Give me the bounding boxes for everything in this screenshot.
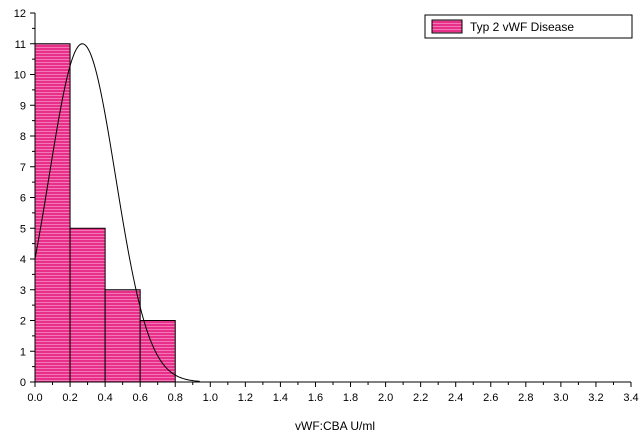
y-tick-label: 12 — [14, 8, 26, 20]
legend-box — [424, 14, 633, 39]
y-tick-label: 8 — [20, 131, 26, 143]
x-tick-label: 3.4 — [623, 392, 638, 404]
histogram-bar-3 — [139, 320, 176, 383]
y-tick-label: 3 — [20, 285, 26, 297]
x-tick-label: 1.0 — [203, 392, 218, 404]
x-tick-label: 2.0 — [378, 392, 393, 404]
x-tick-label: 0.8 — [168, 392, 183, 404]
histogram-bar-1 — [69, 227, 106, 383]
legend: Typ 2 vWF Disease — [424, 14, 633, 39]
x-tick-label: 2.4 — [448, 392, 463, 404]
x-tick-label: 2.2 — [413, 392, 428, 404]
y-tick-label: 7 — [20, 162, 26, 174]
y-tick-label: 4 — [20, 254, 26, 266]
x-tick-label: 0.2 — [62, 392, 77, 404]
histogram-bar-2 — [104, 289, 141, 383]
y-tick-label: 9 — [20, 100, 26, 112]
x-tick-label: 2.6 — [483, 392, 498, 404]
x-tick-label: 1.6 — [308, 392, 323, 404]
y-tick-label: 2 — [20, 316, 26, 328]
x-tick-label: 2.8 — [518, 392, 533, 404]
bars-layer — [34, 43, 176, 383]
legend-label: Typ 2 vWF Disease — [470, 20, 574, 34]
histogram-bar-0 — [34, 43, 71, 383]
x-tick-label: 3.2 — [588, 392, 603, 404]
x-tick-label: 0.4 — [97, 392, 112, 404]
y-tick-label: 5 — [20, 223, 26, 235]
x-tick-label: 1.4 — [273, 392, 288, 404]
y-tick-label: 1 — [20, 346, 26, 358]
x-tick-label: 0.0 — [27, 392, 42, 404]
x-axis-title: vWF:CBA U/ml — [295, 419, 375, 433]
normal-fit-curve — [34, 43, 200, 382]
y-tick-label: 10 — [14, 70, 26, 82]
y-tick-label: 0 — [20, 377, 26, 389]
x-tick-label: 0.6 — [133, 392, 148, 404]
axes-layer: 0.0 0.2 0.4 0.6 0.8 1.0 1.2 1.4 1.6 1.8 2.0 2.2 2.4 2… — [14, 8, 639, 404]
x-tick-label: 1.8 — [343, 392, 358, 404]
y-tick-label: 6 — [20, 193, 26, 205]
x-tick-label: 3.0 — [553, 392, 568, 404]
x-tick-label: 1.2 — [238, 392, 253, 404]
legend-swatch — [431, 19, 463, 34]
y-tick-label: 11 — [15, 39, 26, 51]
